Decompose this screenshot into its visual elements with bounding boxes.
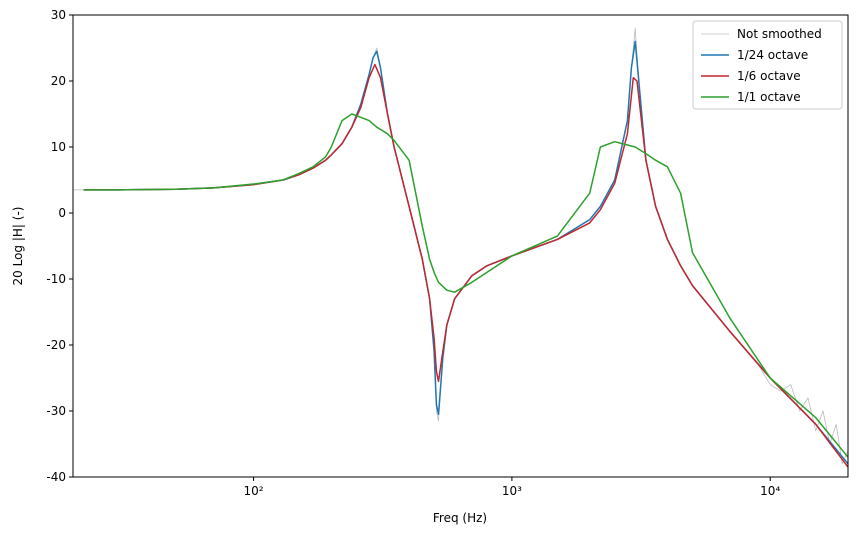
x-axis-label: Freq (Hz) <box>433 511 487 525</box>
y-tick-label: 20 <box>51 74 66 88</box>
y-tick-label: -40 <box>46 470 66 484</box>
legend-label: 1/6 octave <box>737 69 801 83</box>
plot <box>73 27 848 468</box>
series-line <box>83 63 848 468</box>
legend-label: 1/24 octave <box>737 48 808 62</box>
x-tick-label: 10² <box>244 484 264 498</box>
series-line <box>83 113 848 458</box>
y-tick-label: 30 <box>51 8 66 22</box>
legend-label: 1/1 octave <box>737 90 801 104</box>
y-tick-label: 10 <box>51 140 66 154</box>
y-tick-label: 0 <box>58 206 66 220</box>
x-tick-label: 10³ <box>502 484 522 498</box>
y-tick-label: -20 <box>46 338 66 352</box>
y-axis-label: 20 Log |H| (-) <box>11 207 25 286</box>
legend-label: Not smoothed <box>737 27 822 41</box>
y-tick-label: -30 <box>46 404 66 418</box>
legend-box <box>692 20 843 110</box>
x-tick-label: 10⁴ <box>760 484 780 498</box>
y-tick-label: -10 <box>46 272 66 286</box>
plot-frame <box>72 14 849 478</box>
